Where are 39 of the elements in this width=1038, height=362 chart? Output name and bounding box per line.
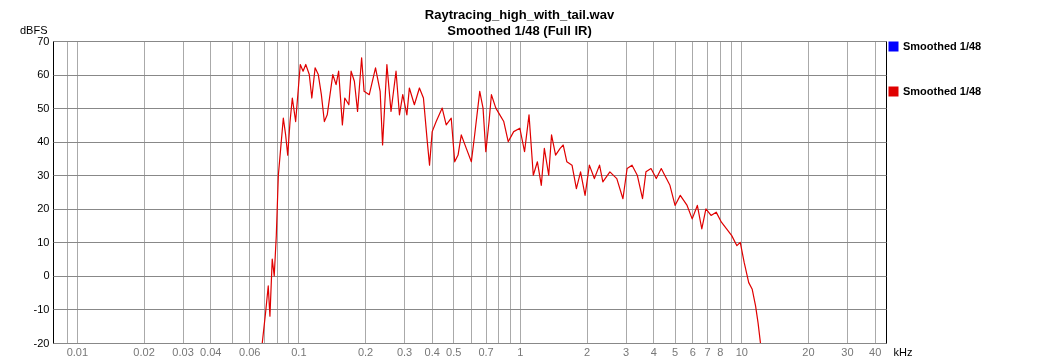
- x-tick-label: 10: [735, 345, 748, 358]
- x-tick-label: 0.03: [172, 345, 194, 358]
- y-tick-label: 30: [37, 168, 50, 181]
- x-axis-title: kHz: [893, 345, 913, 358]
- chart-subtitle: Smoothed 1/48 (Full IR): [447, 23, 592, 38]
- y-tick-label: 20: [37, 202, 50, 215]
- x-tick-label: 0.1: [291, 345, 307, 358]
- x-tick-label: 0.02: [133, 345, 155, 358]
- x-tick-label: 3: [622, 345, 630, 358]
- x-tick-label: 0.4: [424, 345, 440, 358]
- x-tick-label: 0.01: [66, 345, 89, 358]
- x-tick-label: 20: [802, 345, 815, 358]
- y-tick-label: 70: [37, 34, 50, 47]
- x-tick-label: 0.3: [396, 345, 413, 358]
- y-tick-label: 0: [43, 269, 50, 282]
- y-tick-label: 60: [37, 68, 50, 81]
- x-tick-label: 0.2: [357, 345, 374, 358]
- x-tick-label: 5: [672, 345, 679, 358]
- x-tick-label: 1: [517, 345, 524, 358]
- y-tick-label: -20: [33, 336, 50, 349]
- y-axis-title: dBFS: [19, 23, 48, 36]
- x-tick-label: 0.04: [200, 345, 222, 358]
- chart-title: Raytracing_high_with_tail.wav: [424, 7, 615, 22]
- legend-label: Smoothed 1/48: [903, 84, 982, 97]
- y-tick-label: 10: [37, 235, 50, 248]
- x-tick-label: 4: [650, 345, 657, 358]
- x-tick-label: 8: [717, 345, 724, 358]
- x-tick-label: 0.7: [478, 345, 494, 358]
- x-tick-label: 0.5: [446, 345, 462, 358]
- x-tick-label: 2: [583, 345, 591, 358]
- x-tick-label: 0.06: [239, 345, 261, 358]
- x-tick-label: 6: [689, 345, 696, 358]
- x-tick-label: 7: [704, 345, 711, 358]
- y-tick-label: 40: [37, 135, 50, 148]
- x-tick-label: 40: [869, 345, 882, 358]
- y-tick-label: -10: [33, 302, 50, 315]
- x-tick-label: 30: [841, 345, 854, 358]
- y-tick-label: 50: [37, 101, 50, 114]
- legend-label: Smoothed 1/48: [903, 39, 982, 52]
